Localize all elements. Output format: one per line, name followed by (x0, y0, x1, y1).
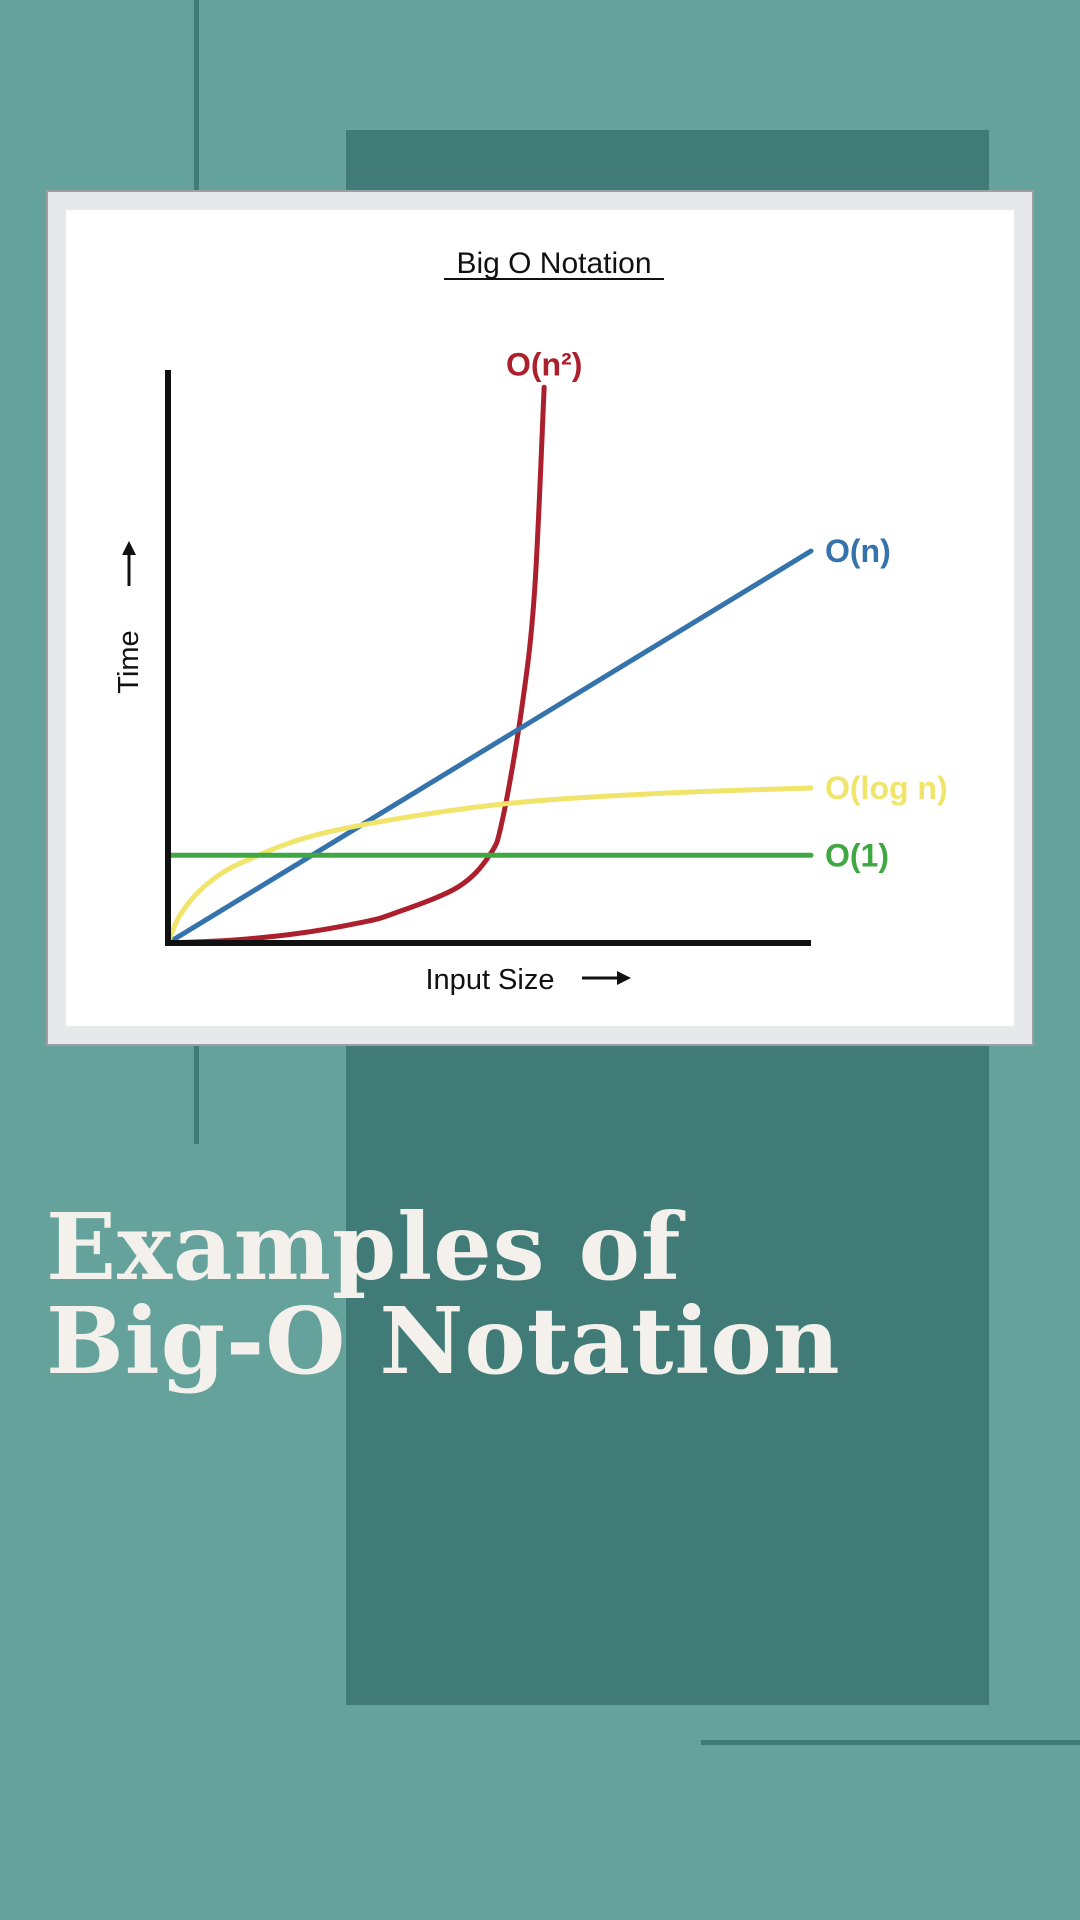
x-axis-label: Input Size (426, 964, 555, 996)
decorative-line-middle (194, 1044, 199, 1144)
big-o-chart: Big O Notation O(n²) O(n) O(log n) O(1) Inp… (113, 247, 948, 996)
y-axis-arrowhead (122, 541, 136, 555)
x-axis-arrowhead (617, 971, 631, 985)
y-axis-label: Time (113, 630, 145, 693)
series-label-1: O(n) (825, 533, 891, 569)
chart-frame: Big O Notation O(n²) O(n) O(log n) O(1) Inp… (46, 190, 1034, 1046)
series-label-2: O(log n) (825, 770, 948, 806)
chart-paper: Big O Notation O(n²) O(n) O(log n) O(1) Inp… (66, 210, 1014, 1026)
chart-title: Big O Notation (456, 247, 651, 280)
decorative-line-bottom (701, 1740, 1080, 1745)
page-title: Examples of Big-O Notation (46, 1200, 841, 1388)
series-label-3: O(1) (825, 837, 889, 873)
series-line-2 (165, 785, 814, 946)
page-title-line-1: Examples of (46, 1193, 682, 1301)
decorative-line-top (194, 0, 199, 192)
series-line-0 (165, 384, 547, 946)
page-title-line-2: Big-O Notation (46, 1287, 841, 1395)
series-layer: O(n²) O(n) O(log n) O(1) (165, 346, 948, 946)
series-label-0: O(n²) (506, 346, 582, 382)
series-line-1 (165, 548, 814, 946)
